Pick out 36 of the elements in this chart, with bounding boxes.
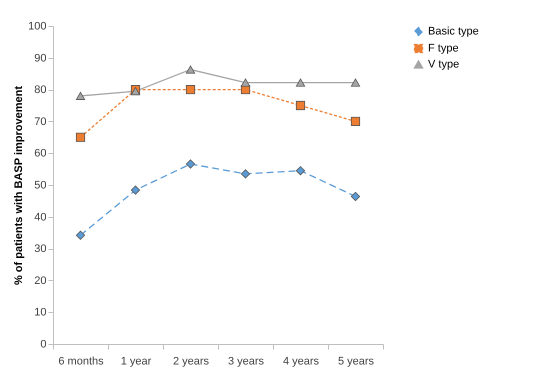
y-tick-label: 80 (34, 84, 46, 96)
point (240, 169, 250, 178)
x-tick-label: 5 years (338, 356, 375, 368)
legend-label: Basic type (428, 26, 479, 38)
point (350, 192, 360, 202)
point (350, 116, 360, 126)
x-tick-label: 2 years (172, 356, 210, 368)
point (240, 78, 250, 87)
point (350, 78, 360, 87)
y-tick-label: 40 (34, 211, 46, 224)
y-tick-label: 10 (34, 306, 46, 319)
x-tick-label: 1 year (120, 356, 152, 368)
y-tick-label: 60 (34, 148, 46, 160)
point (130, 186, 140, 195)
point (76, 230, 86, 240)
point (76, 132, 86, 142)
point (296, 100, 306, 110)
y-tick-label: 20 (34, 274, 46, 287)
legend-label: V type (428, 58, 460, 70)
y-tick-label: 30 (34, 243, 46, 256)
y-tick-label: 50 (34, 180, 46, 192)
y-tick-label: 0 (40, 338, 46, 350)
point (296, 78, 306, 87)
y-axis-title: % of patients with BASP improvement (13, 86, 26, 286)
point (186, 159, 196, 169)
legend-label: F type (428, 42, 459, 54)
point (186, 85, 196, 94)
point (186, 66, 196, 74)
point (296, 166, 306, 176)
x-tick-label: 6 months (58, 356, 104, 368)
point (76, 92, 86, 100)
x-tick-label: 4 years (282, 356, 320, 368)
y-tick-label: 70 (34, 116, 46, 128)
y-tick-label: 100 (28, 20, 46, 32)
y-tick-label: 90 (34, 52, 46, 64)
x-tick-label: 3 years (228, 356, 265, 368)
